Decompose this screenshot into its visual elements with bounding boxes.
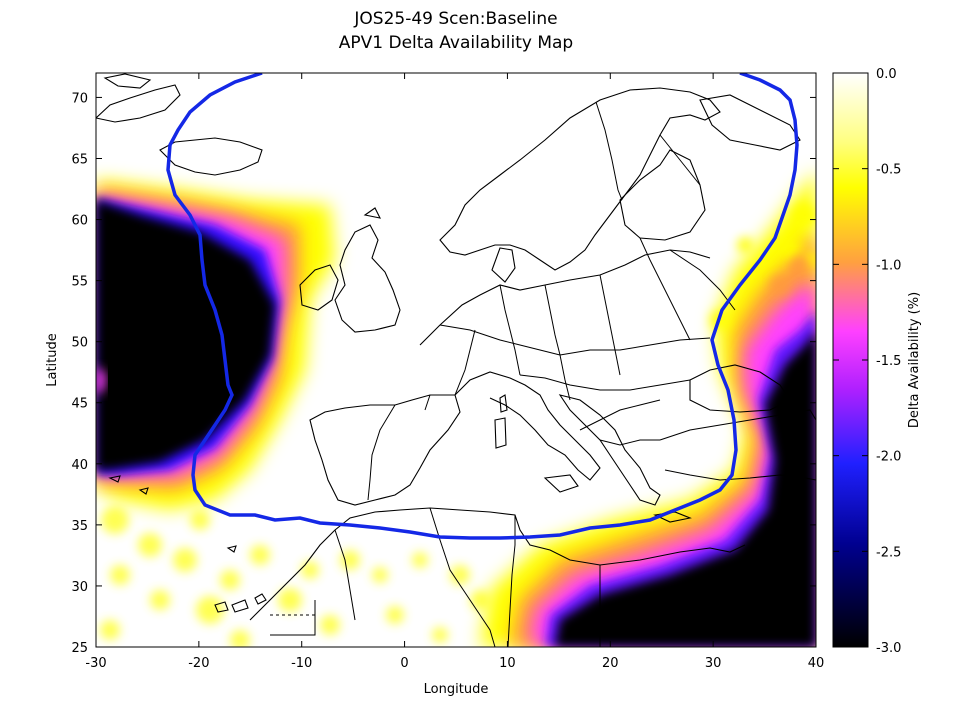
colorbar-tick-label: -0.5 <box>876 163 901 178</box>
colorbar-tick-label: -3.0 <box>876 641 901 656</box>
heatmap-east-orange <box>770 255 810 295</box>
title-line-1: JOS25-49 Scen:Baseline <box>353 9 557 29</box>
y-tick-label: 40 <box>71 458 88 473</box>
y-tick-label: 60 <box>71 214 88 229</box>
x-axis-label: Longitude <box>424 682 489 697</box>
y-tick-label: 65 <box>71 152 88 167</box>
colorbar-ticks: 0.0 -0.5 -1.0 -1.5 -2.0 -2.5 -3.0 <box>833 67 901 656</box>
y-tick-label: 30 <box>71 580 88 595</box>
x-tick-label: 20 <box>602 656 619 671</box>
colorbar-tick-label: -1.0 <box>876 258 901 273</box>
service-boundary <box>166 73 799 540</box>
heatmap-east-yellow <box>710 203 816 330</box>
y-axis: 25 30 35 40 45 50 55 60 65 70 <box>71 91 816 656</box>
y-tick-label: 35 <box>71 519 88 534</box>
y-tick-label: 50 <box>71 336 88 351</box>
plot-frame <box>95 72 817 648</box>
colorbar-tick-label: -2.5 <box>876 545 901 560</box>
colorbar-tick-label: -2.0 <box>876 450 901 465</box>
colorbar-label: Delta Availability (%) <box>907 292 922 428</box>
title-line-2: APV1 Delta Availability Map <box>339 33 573 53</box>
y-axis-label: Latitude <box>45 333 60 387</box>
y-tick-label: 70 <box>71 91 88 106</box>
y-tick-label: 45 <box>71 397 88 412</box>
coastlines <box>96 73 816 621</box>
y-tick-label: 25 <box>71 641 88 656</box>
x-axis: -30 -20 -10 0 10 20 30 40 <box>85 73 824 671</box>
colorbar-tick-label: -1.5 <box>876 354 901 369</box>
x-tick-label: -30 <box>85 656 106 671</box>
x-tick-label: 10 <box>499 656 516 671</box>
heatmap-yellow-speckle <box>100 506 490 647</box>
heatmap-west-atlantic <box>96 180 335 510</box>
x-tick-label: 0 <box>400 656 408 671</box>
x-tick-label: -20 <box>188 656 209 671</box>
country-borders <box>270 101 736 647</box>
heatmap-area <box>96 73 816 647</box>
x-tick-label: -10 <box>291 656 312 671</box>
x-tick-label: 30 <box>705 656 722 671</box>
y-tick-label: 55 <box>71 275 88 290</box>
x-tick-label: 40 <box>808 656 825 671</box>
colorbar-tick-label: 0.0 <box>876 67 897 82</box>
heatmap-east-med <box>480 170 816 647</box>
